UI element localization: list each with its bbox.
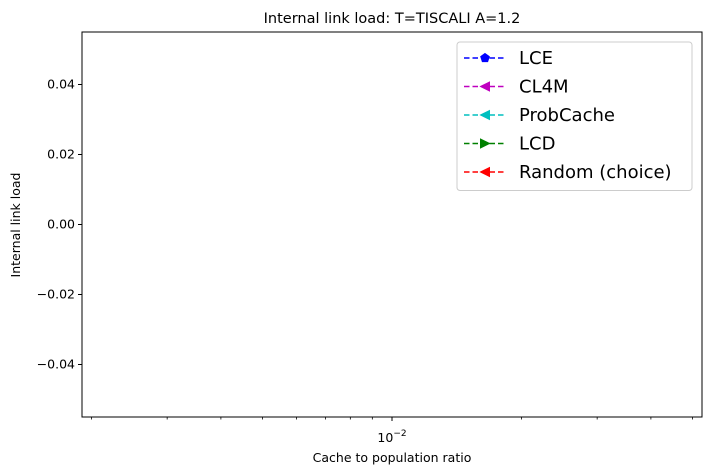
- legend-entry: CL4M: [464, 77, 569, 98]
- y-axis-label: Internal link load: [8, 173, 23, 278]
- legend-label: LCE: [519, 48, 553, 69]
- legend-label: CL4M: [519, 77, 569, 98]
- legend-entry: ProbCache: [464, 105, 615, 126]
- legend: LCE CL4M ProbCache LCD Random (choice): [456, 41, 693, 191]
- legend-marker: [479, 166, 490, 178]
- y-tick-label: −0.02: [37, 287, 75, 302]
- y-tick-label: −0.04: [37, 357, 75, 372]
- legend-marker: [479, 109, 490, 121]
- x-axis-label: Cache to population ratio: [313, 450, 472, 465]
- legend-box: [456, 41, 693, 191]
- legend-marker: [480, 52, 490, 63]
- legend-label: LCD: [519, 134, 555, 155]
- legend-entry: LCD: [464, 134, 555, 155]
- legend-entry: Random (choice): [464, 162, 672, 183]
- y-axis: 0.04 0.02 0.00 −0.02 −0.04: [37, 77, 82, 372]
- legend-marker: [479, 81, 490, 92]
- legend-marker: [480, 138, 491, 149]
- y-tick-label: 0.02: [47, 147, 75, 162]
- legend-label: ProbCache: [519, 105, 615, 126]
- legend-label: Random (choice): [519, 162, 672, 183]
- legend-entry: LCE: [464, 48, 553, 69]
- y-tick-label: 0.04: [47, 77, 75, 92]
- x-axis: 10−2: [91, 417, 693, 445]
- x-tick-label: 10−2: [377, 429, 406, 445]
- y-tick-label: 0.00: [47, 217, 75, 232]
- chart-title: Internal link load: T=TISCALI A=1.2: [264, 11, 521, 27]
